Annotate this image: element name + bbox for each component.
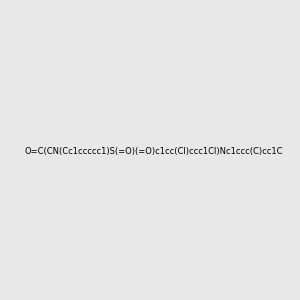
Text: O=C(CN(Cc1ccccc1)S(=O)(=O)c1cc(Cl)ccc1Cl)Nc1ccc(C)cc1C: O=C(CN(Cc1ccccc1)S(=O)(=O)c1cc(Cl)ccc1Cl… xyxy=(25,147,283,156)
